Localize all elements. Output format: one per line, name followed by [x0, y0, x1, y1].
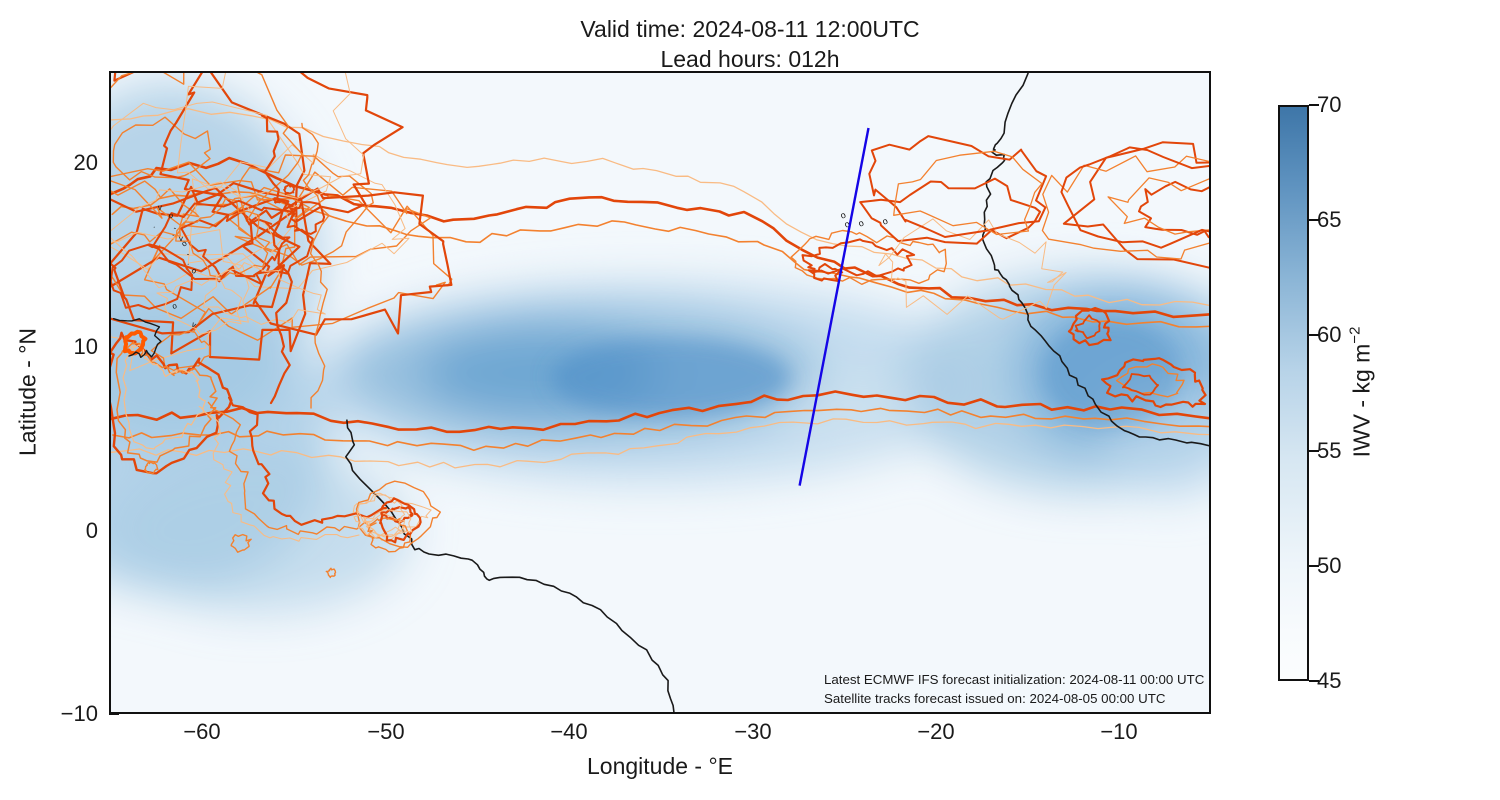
svg-text:o: o [857, 218, 866, 229]
svg-text:v: v [158, 203, 162, 212]
svg-text:.: . [172, 229, 174, 238]
